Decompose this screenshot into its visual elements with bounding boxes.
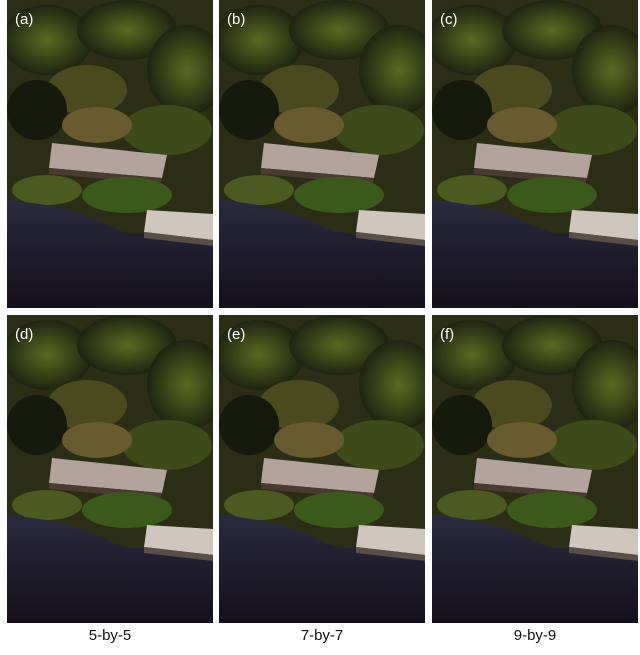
panel-label: (a) xyxy=(15,11,33,28)
panel-label: (f) xyxy=(440,326,454,343)
panel-label: (b) xyxy=(227,11,245,28)
panel-label: (e) xyxy=(227,326,245,343)
caption: 7-by-7 xyxy=(301,627,344,644)
photo xyxy=(7,315,213,623)
photo xyxy=(219,315,425,623)
photo xyxy=(432,315,638,623)
panel-label: (c) xyxy=(440,11,458,28)
photo xyxy=(432,0,638,308)
photo xyxy=(219,0,425,308)
panel-label: (d) xyxy=(15,326,33,343)
photo xyxy=(7,0,213,308)
caption: 9-by-9 xyxy=(514,627,557,644)
caption: 5-by-5 xyxy=(89,627,132,644)
